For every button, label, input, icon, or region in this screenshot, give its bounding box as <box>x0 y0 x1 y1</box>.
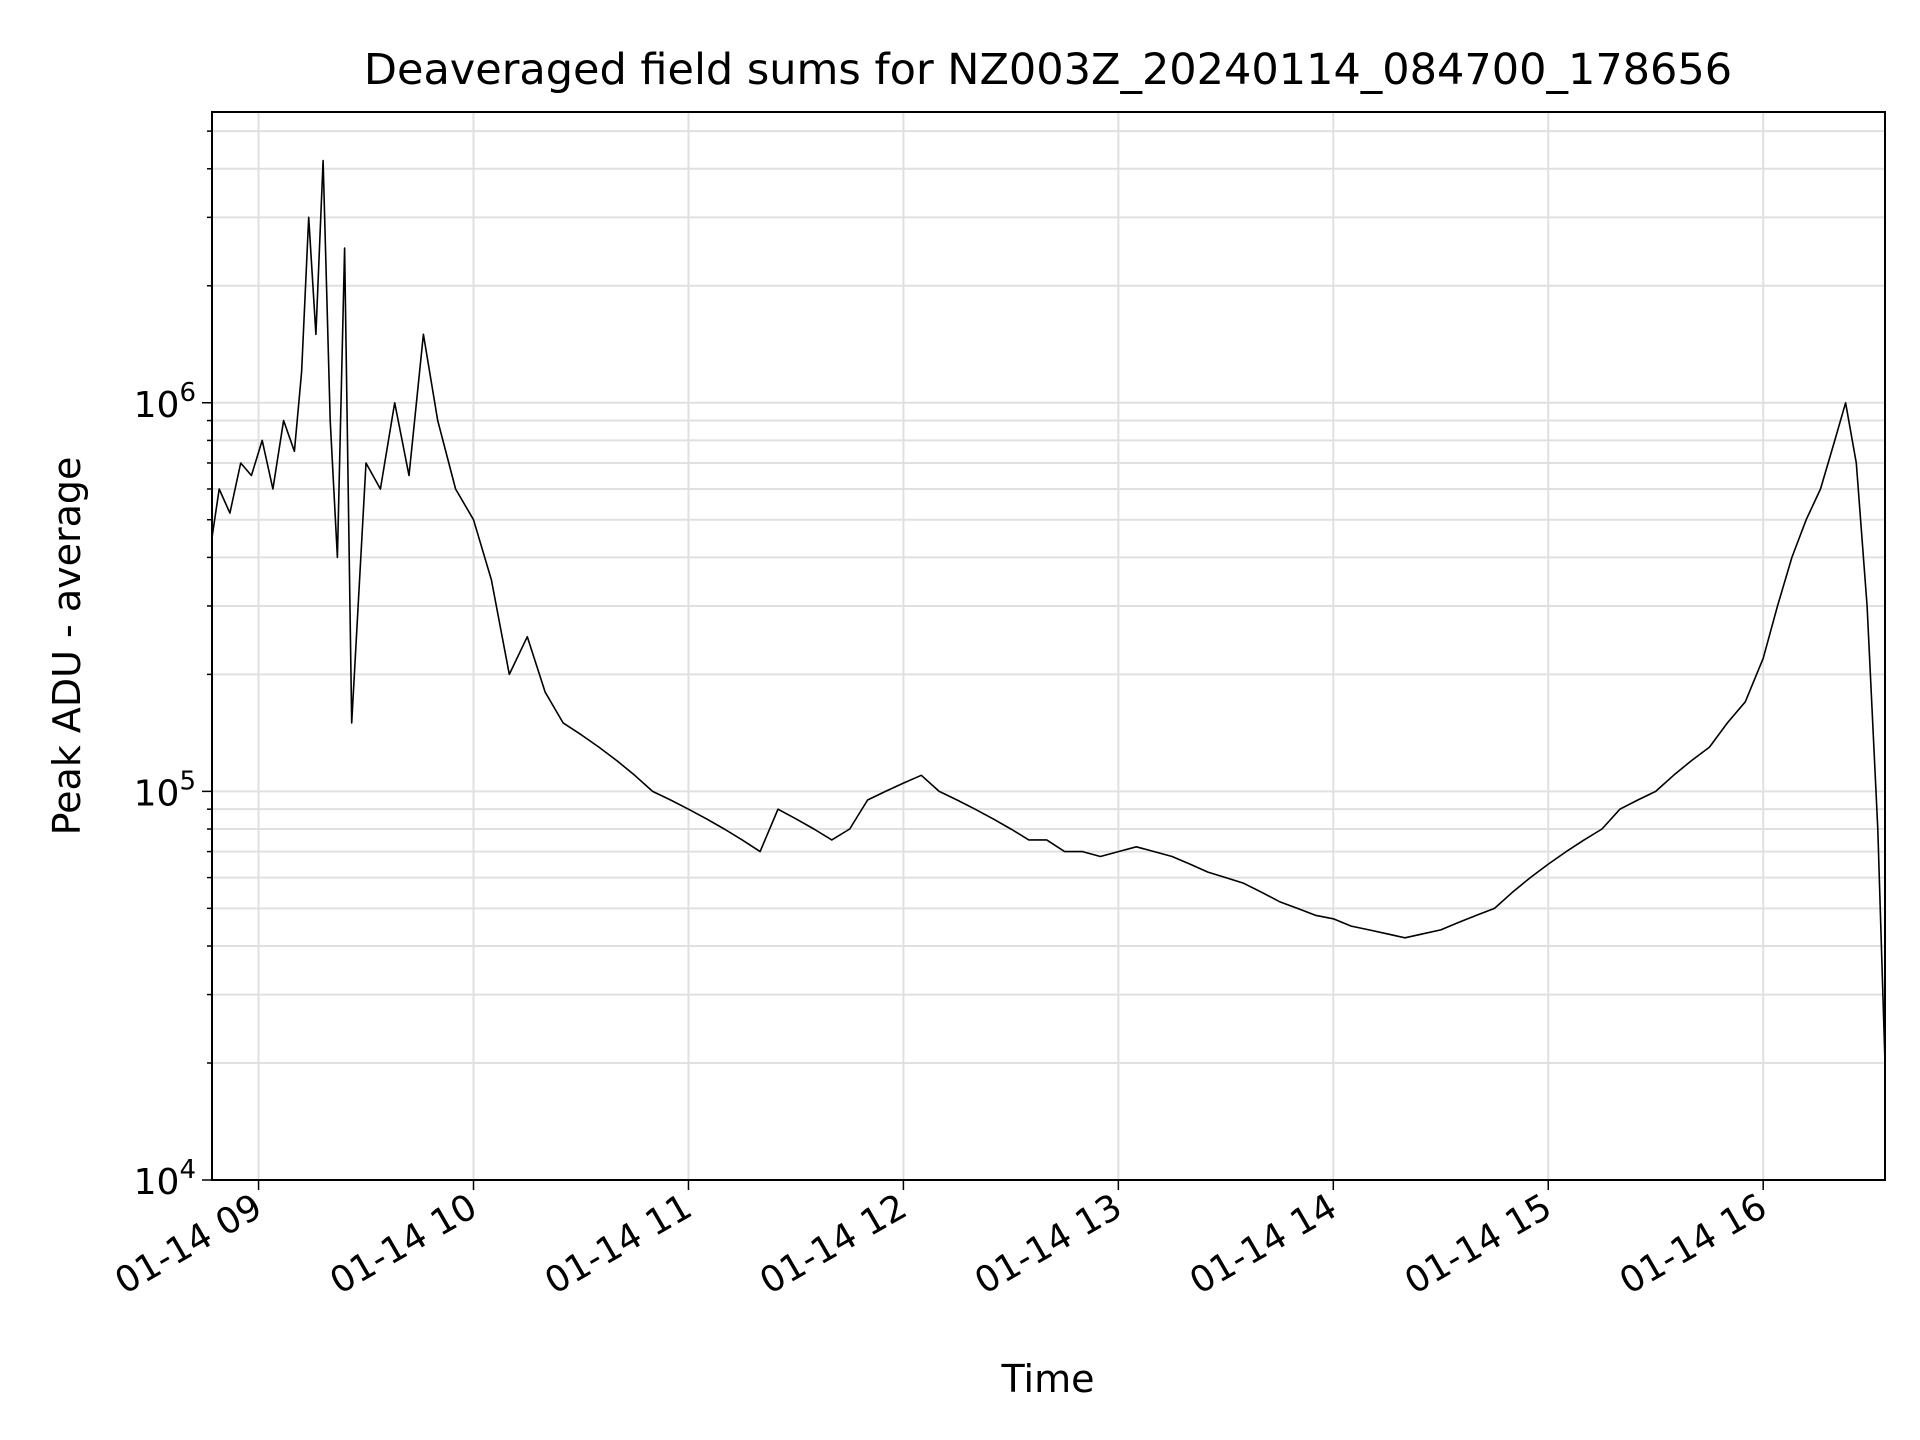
series-layer <box>211 159 1886 1064</box>
grid <box>212 112 1885 1181</box>
y-tick-label: 104 <box>134 1155 196 1203</box>
chart-title: Deaveraged field sums for NZ003Z_2024011… <box>364 45 1732 95</box>
series-line <box>211 159 1886 1064</box>
y-tick-label: 106 <box>134 378 196 426</box>
y-tick-label: 105 <box>134 766 196 814</box>
x-axis-label: Time <box>1001 1357 1095 1401</box>
y-axis-label: Peak ADU - average <box>45 457 89 836</box>
plot-frame <box>211 111 1886 1181</box>
